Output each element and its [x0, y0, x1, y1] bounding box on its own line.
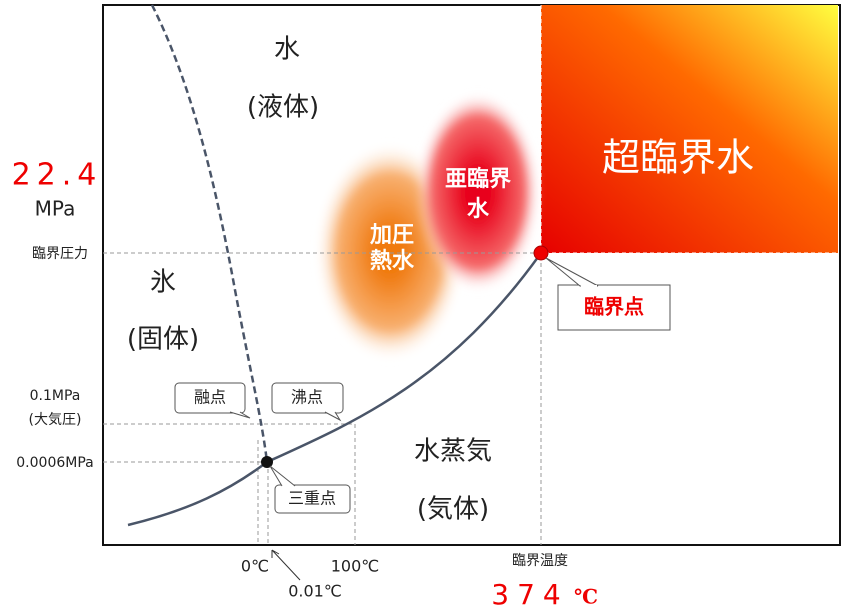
- x-label: 100℃: [331, 557, 380, 576]
- melting-curve: [150, 4, 269, 463]
- supercritical-label: 超臨界水: [602, 136, 754, 180]
- y-label: 臨界圧力: [32, 246, 88, 262]
- y-label: (大気圧): [29, 412, 82, 428]
- melting-callout: 融点: [174, 382, 251, 419]
- solid-label: 氷: [150, 268, 176, 298]
- critical-callout: 臨界点: [545, 257, 671, 331]
- callout-text: 融点: [194, 388, 226, 407]
- critical-point-dot: [533, 245, 549, 261]
- y-label: 0.1MPa: [30, 388, 81, 404]
- boiling-callout: 沸点: [271, 382, 344, 422]
- x-label: 0℃: [241, 557, 269, 576]
- critical-pressure-value: 22.4: [12, 158, 103, 193]
- gas-label: 水蒸気: [414, 437, 492, 467]
- subcritical-label: 水: [467, 197, 490, 222]
- callout-text: 臨界点: [584, 295, 644, 319]
- liquid-label: 水: [274, 35, 300, 65]
- subcritical-zone: [416, 92, 540, 292]
- pressurized-label: 加圧: [369, 223, 414, 248]
- x-label: 臨界温度: [512, 553, 568, 569]
- callout-text: 沸点: [291, 388, 323, 407]
- x-label: 0.01℃: [288, 582, 342, 601]
- critical-pressure-unit: MPa: [35, 197, 76, 221]
- supercritical-region: [541, 5, 838, 253]
- callout-text: 三重点: [288, 489, 336, 508]
- triple-point-dot: [261, 456, 273, 468]
- vapor-curve: [127, 252, 543, 527]
- triple-callout: 三重点: [269, 465, 351, 514]
- pressurized-label: 熱水: [370, 248, 415, 274]
- gas-state: (気体): [417, 495, 489, 525]
- critical-temp-unit: ℃: [574, 585, 598, 609]
- liquid-state: (液体): [247, 93, 319, 123]
- subcritical-label: 亜臨界: [445, 167, 511, 192]
- pointer: [271, 549, 301, 581]
- solid-state: (固体): [127, 325, 199, 355]
- critical-temp-value: 374: [491, 578, 568, 611]
- y-label: 0.0006MPa: [16, 455, 93, 471]
